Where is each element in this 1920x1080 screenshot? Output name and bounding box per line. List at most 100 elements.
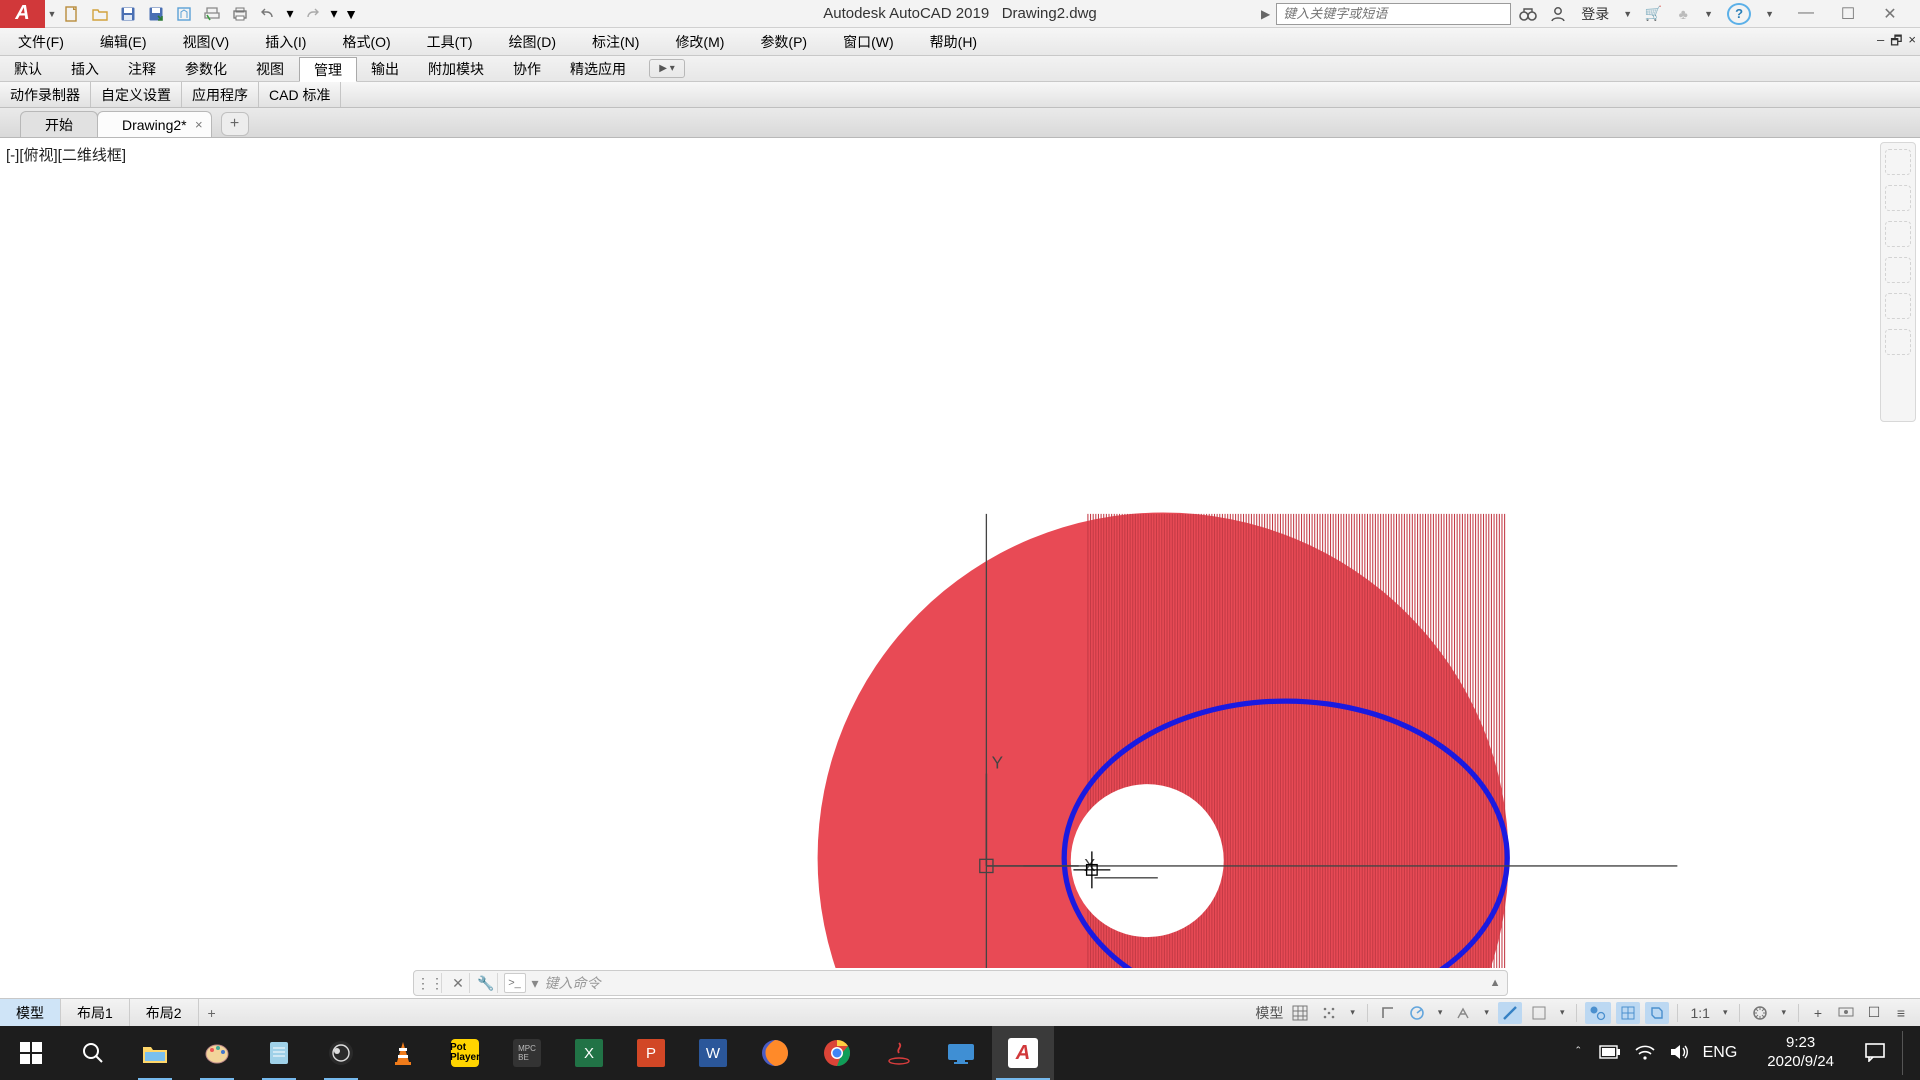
menu-item[interactable]: 窗口(W) — [825, 28, 912, 55]
menu-item[interactable]: 格式(O) — [324, 28, 408, 55]
menu-item[interactable]: 帮助(H) — [912, 28, 995, 55]
taskbar-paint-icon[interactable] — [186, 1026, 248, 1080]
new-icon[interactable] — [61, 3, 83, 25]
cmd-close-icon[interactable]: ✕ — [448, 973, 470, 993]
close-tab-icon[interactable]: × — [195, 117, 203, 132]
nav-bar[interactable] — [1880, 142, 1916, 422]
app-menu-caret[interactable]: ▼ — [45, 9, 59, 19]
navbar-zoom-icon[interactable] — [1885, 257, 1911, 283]
taskbar-notepad-icon[interactable] — [248, 1026, 310, 1080]
cycling-icon[interactable] — [1645, 1002, 1669, 1024]
taskbar-remote-icon[interactable] — [930, 1026, 992, 1080]
menu-item[interactable]: 绘图(D) — [491, 28, 574, 55]
ribbon-tab[interactable]: 附加模块 — [414, 56, 499, 81]
ortho-icon[interactable] — [1376, 1002, 1400, 1024]
ribbon-tab[interactable]: 精选应用 — [556, 56, 641, 81]
taskbar-powerpoint-icon[interactable]: P — [620, 1026, 682, 1080]
menu-item[interactable]: 修改(M) — [657, 28, 742, 55]
start-button[interactable] — [0, 1026, 62, 1080]
hardware-accel-icon[interactable] — [1834, 1002, 1858, 1024]
cmd-history-icon[interactable]: ▲ — [1490, 977, 1501, 989]
tray-volume-icon[interactable] — [1669, 1043, 1689, 1064]
undo-icon[interactable] — [257, 3, 279, 25]
menu-item[interactable]: 编辑(E) — [82, 28, 165, 55]
redo-icon[interactable] — [301, 3, 323, 25]
cmd-handle-icon[interactable]: ⋮⋮ — [420, 973, 442, 993]
store-caret[interactable]: ▼ — [1700, 9, 1717, 19]
tray-chevron-icon[interactable]: ＾ — [1572, 1044, 1585, 1063]
taskbar-java-icon[interactable] — [868, 1026, 930, 1080]
annotation-scale-label[interactable]: 1:1 — [1686, 1005, 1713, 1021]
workspace-icon[interactable] — [1748, 1002, 1772, 1024]
menu-item[interactable]: 工具(T) — [409, 28, 491, 55]
app-logo[interactable]: A — [0, 0, 45, 28]
plot-icon[interactable] — [201, 3, 223, 25]
tray-notifications-icon[interactable] — [1864, 1042, 1886, 1065]
app-store-icon[interactable]: ♣ — [1670, 3, 1696, 25]
add-layout-button[interactable]: + — [199, 999, 225, 1026]
taskbar-mpc-icon[interactable]: MPCBE — [496, 1026, 558, 1080]
help-icon[interactable]: ? — [1727, 3, 1751, 25]
tray-battery-icon[interactable] — [1599, 1045, 1621, 1062]
redo-caret[interactable]: ▾ — [329, 3, 339, 25]
new-tab-button[interactable]: + — [221, 112, 249, 136]
cmd-caret-icon[interactable]: ▾ — [532, 975, 539, 992]
grid-display-icon[interactable] — [1288, 1002, 1312, 1024]
polar-icon[interactable] — [1405, 1002, 1429, 1024]
anno-monitor-icon[interactable]: + — [1807, 1002, 1829, 1024]
menu-item[interactable]: 插入(I) — [247, 28, 324, 55]
navbar-pan-icon[interactable] — [1885, 221, 1911, 247]
osnap-icon[interactable] — [1498, 1002, 1522, 1024]
ribbon-tab[interactable]: 管理 — [299, 57, 357, 82]
doc-close-button[interactable]: × — [1906, 32, 1918, 54]
navbar-showmotion-icon[interactable] — [1885, 329, 1911, 355]
tray-ime-label[interactable]: ENG — [1703, 1044, 1738, 1062]
command-line[interactable]: ⋮⋮ ✕ 🔧 >_ ▾ 键入命令 ▲ — [413, 970, 1508, 996]
ribbon-panel[interactable]: CAD 标准 — [259, 82, 341, 107]
taskbar-chrome-icon[interactable] — [806, 1026, 868, 1080]
menu-item[interactable]: 文件(F) — [0, 28, 82, 55]
ribbon-panel[interactable]: 动作录制器 — [0, 82, 91, 107]
ribbon-tab[interactable]: 注释 — [114, 56, 171, 81]
close-button[interactable]: ✕ — [1876, 4, 1904, 24]
tray-network-icon[interactable] — [1635, 1044, 1655, 1063]
snap-mode-icon[interactable] — [1317, 1002, 1341, 1024]
taskbar-firefox-icon[interactable] — [744, 1026, 806, 1080]
print-icon[interactable] — [229, 3, 251, 25]
exchange-icon[interactable]: 🛒 — [1640, 3, 1666, 25]
cloud-icon[interactable] — [173, 3, 195, 25]
login-button[interactable]: 登录 — [1575, 4, 1615, 24]
taskbar-explorer-icon[interactable] — [124, 1026, 186, 1080]
transparency-icon[interactable] — [1616, 1002, 1640, 1024]
layout-tab[interactable]: 布局1 — [61, 999, 130, 1026]
maximize-button[interactable]: ☐ — [1834, 4, 1862, 24]
ribbon-panel[interactable]: 自定义设置 — [91, 82, 182, 107]
cmd-customize-icon[interactable]: 🔧 — [476, 973, 498, 993]
ribbon-panel[interactable]: 应用程序 — [182, 82, 259, 107]
clean-screen-icon[interactable]: ☐ — [1863, 1002, 1885, 1024]
qat-overflow-caret[interactable]: ▼ — [345, 3, 357, 25]
taskbar-excel-icon[interactable]: X — [558, 1026, 620, 1080]
open-icon[interactable] — [89, 3, 111, 25]
save-icon[interactable] — [117, 3, 139, 25]
info-play-icon[interactable]: ▶ — [1259, 7, 1272, 21]
layout-tab[interactable]: 模型 — [0, 999, 61, 1026]
navbar-viewcube-icon[interactable] — [1885, 149, 1911, 175]
help-caret[interactable]: ▼ — [1761, 9, 1778, 19]
tray-clock[interactable]: 9:232020/9/24 — [1751, 1034, 1850, 1072]
undo-caret[interactable]: ▾ — [285, 3, 295, 25]
saveas-icon[interactable] — [145, 3, 167, 25]
taskbar-vlc-icon[interactable] — [372, 1026, 434, 1080]
doc-minimize-button[interactable]: – — [1875, 32, 1886, 54]
ribbon-tab[interactable]: 插入 — [57, 56, 114, 81]
file-tab[interactable]: Drawing2*× — [97, 111, 212, 137]
minimize-button[interactable]: — — [1792, 4, 1820, 24]
login-caret[interactable]: ▼ — [1619, 9, 1636, 19]
taskbar-word-icon[interactable]: W — [682, 1026, 744, 1080]
ribbon-tab[interactable]: 默认 — [0, 56, 57, 81]
doc-restore-button[interactable]: 🗗 — [1888, 32, 1904, 54]
ribbon-tab[interactable]: 参数化 — [171, 56, 242, 81]
menu-item[interactable]: 参数(P) — [742, 28, 825, 55]
navbar-steering-icon[interactable] — [1885, 185, 1911, 211]
lwdisplay-icon[interactable] — [1585, 1002, 1611, 1024]
